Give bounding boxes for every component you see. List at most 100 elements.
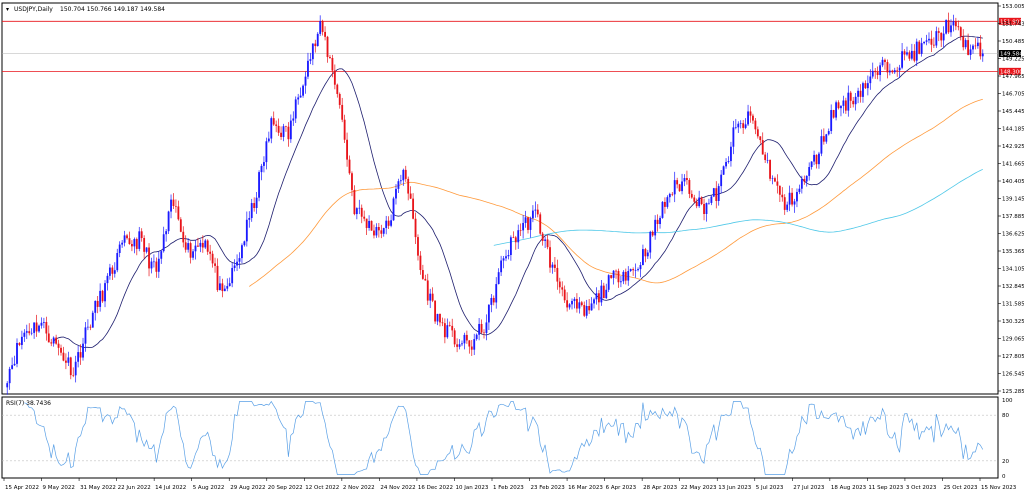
candle-body xyxy=(473,339,476,350)
candle-body xyxy=(419,255,422,271)
candle-body xyxy=(351,173,353,190)
candle-body xyxy=(607,275,610,290)
date-tick-label: 11 Sep 2023 xyxy=(868,485,903,491)
horizontal-level-label: 151.902 xyxy=(1000,19,1023,25)
candle-body xyxy=(509,237,512,256)
candle-body xyxy=(319,21,322,34)
candle-body xyxy=(47,333,50,343)
candle-body xyxy=(101,290,104,302)
candle-body xyxy=(837,102,840,109)
candle-body xyxy=(490,297,493,305)
candle-body xyxy=(23,332,26,337)
candle-body xyxy=(536,209,539,215)
candle-body xyxy=(243,241,246,246)
candle-body xyxy=(250,203,253,219)
horizontal-levels[interactable]: 151.902 148.300 149.584 xyxy=(2,17,1023,76)
candle-body xyxy=(859,90,862,97)
candle-body xyxy=(373,230,375,236)
date-tick-label: 16 Dec 2022 xyxy=(418,485,453,491)
candle-body xyxy=(573,298,576,301)
price-tick-label: 130.325 xyxy=(1002,319,1024,325)
date-tick-label: 25 Oct 2023 xyxy=(943,485,978,491)
candle-body xyxy=(940,32,943,41)
candle-body xyxy=(593,299,595,304)
candle-body xyxy=(338,93,341,105)
candle-body xyxy=(189,243,192,258)
candle-body xyxy=(925,40,928,42)
candle-body xyxy=(612,270,615,278)
candle-body xyxy=(617,270,620,283)
price-tick-label: 132.845 xyxy=(1002,284,1024,290)
candle-body xyxy=(793,201,796,205)
candle-body xyxy=(544,239,547,241)
candle-body xyxy=(233,265,236,268)
candle-body xyxy=(311,43,314,60)
candle-body xyxy=(50,342,53,344)
candle-body xyxy=(932,44,935,46)
candle-body xyxy=(556,267,559,282)
date-tick-label: 14 Jul 2022 xyxy=(155,485,186,491)
candle-body xyxy=(417,237,419,256)
price-tick-label: 144.185 xyxy=(1002,127,1024,133)
candle-body xyxy=(238,258,241,262)
candle-body xyxy=(25,331,28,333)
candle-body xyxy=(681,181,683,192)
candle-body xyxy=(277,125,280,133)
candle-body xyxy=(874,70,877,73)
candle-body xyxy=(106,275,109,284)
candle-body xyxy=(884,59,886,63)
candle-body xyxy=(118,244,121,254)
candle-body xyxy=(957,26,960,28)
candle-body xyxy=(426,280,429,301)
candle-body xyxy=(497,272,500,285)
candle-body xyxy=(126,235,128,239)
candle-body xyxy=(82,343,84,358)
candle-body xyxy=(800,179,803,189)
price-tick-label: 129.065 xyxy=(1002,337,1024,343)
date-tick-label: 16 Mar 2023 xyxy=(568,485,603,491)
candle-body xyxy=(600,285,603,303)
candle-body xyxy=(79,352,82,358)
candle-body xyxy=(910,50,913,59)
candle-body xyxy=(678,184,681,192)
candle-body xyxy=(385,220,388,229)
price-tick-label: 142.925 xyxy=(1002,144,1024,150)
ma-line-1 xyxy=(53,35,983,349)
candle-body xyxy=(923,41,926,44)
candle-body xyxy=(245,219,248,242)
candle-body xyxy=(500,260,503,273)
candle-body xyxy=(820,136,823,154)
date-tick-label: 9 May 2022 xyxy=(43,485,75,491)
candle-body xyxy=(742,123,745,128)
candle-body xyxy=(187,243,190,250)
candle-body xyxy=(130,244,133,247)
rsi-tick-label: 100 xyxy=(1002,398,1013,404)
candle-body xyxy=(915,41,918,61)
price-axis: 153.005 151.743 150.485 149.225 147.965 146.7… xyxy=(998,4,1024,395)
candle-body xyxy=(732,127,735,147)
candle-body xyxy=(145,247,148,252)
candle-body xyxy=(409,193,412,199)
candle-body xyxy=(615,270,617,272)
candle-body xyxy=(52,337,55,344)
candle-body xyxy=(825,134,828,142)
candle-body xyxy=(487,304,490,323)
candle-body xyxy=(896,70,899,71)
candle-body xyxy=(688,180,691,194)
candle-body xyxy=(585,306,588,316)
candle-body xyxy=(387,220,390,226)
candle-body xyxy=(756,129,759,137)
candle-body xyxy=(13,363,16,366)
candle-body xyxy=(700,197,703,204)
candle-body xyxy=(272,118,275,125)
candle-body xyxy=(392,198,395,221)
ohlc-label: 150.704 150.766 149.187 149.584 xyxy=(60,6,165,13)
candle-body xyxy=(370,220,373,231)
candle-body xyxy=(407,178,410,194)
candle-body xyxy=(524,217,527,223)
candle-body xyxy=(255,197,258,208)
candle-body xyxy=(209,251,212,254)
candle-body xyxy=(292,118,295,121)
candle-body xyxy=(502,258,505,261)
